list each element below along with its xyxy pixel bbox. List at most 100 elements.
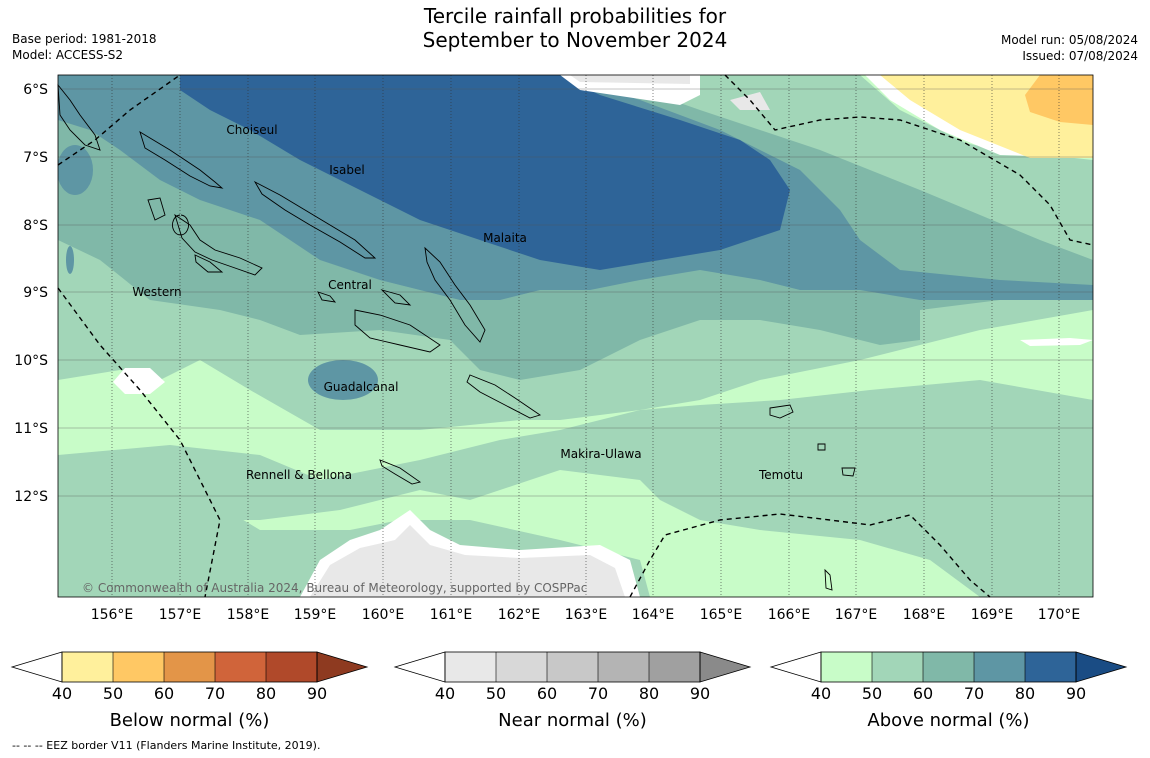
eez-border-line	[629, 513, 991, 598]
guadalcanal-island-outline	[354, 309, 441, 353]
colorbar-segment	[872, 652, 923, 682]
colorbar: 40 50 60 70 80 90 Below normal (%)	[10, 651, 369, 731]
small-island-outline	[841, 467, 856, 477]
region-label: Guadalcanal	[324, 380, 399, 394]
colorbar-segment	[1025, 652, 1076, 682]
eez-border-line	[724, 74, 1094, 246]
copyright-text: © Commonwealth of Australia 2024, Bureau…	[82, 581, 587, 595]
lon-axis-labels: 156°E 157°E 158°E 159°E 160°E 161°E 162°E 163°E…	[91, 607, 1081, 623]
lon-label: 170°E	[1038, 607, 1081, 623]
lat-label: 12°S	[14, 489, 48, 505]
makira-island-outline	[466, 374, 542, 419]
colorbar-tick-label: 40	[811, 684, 831, 703]
colorbar-tick-label: 60	[913, 684, 933, 703]
model-name: Model: ACCESS-S2	[12, 48, 124, 62]
lon-label: 163°E	[565, 607, 608, 623]
region-label: Makira-Ulawa	[560, 447, 641, 461]
colorbar-tick-label: 90	[690, 684, 710, 703]
model-run: Model run: 05/08/2024	[1000, 33, 1138, 47]
colorbar-high-extension	[316, 651, 369, 683]
western-island-outline	[174, 213, 263, 276]
lat-label: 9°S	[23, 285, 48, 301]
region-label: Choiseul	[226, 123, 277, 137]
lon-label: 159°E	[294, 607, 337, 623]
lon-label: 166°E	[768, 607, 811, 623]
colorbar-tick-label: 90	[307, 684, 327, 703]
colorbar-segment	[445, 652, 496, 682]
gridlines	[111, 75, 1060, 597]
lon-label: 167°E	[835, 607, 878, 623]
colorbar-tick-label: 50	[103, 684, 123, 703]
colorbar-title: Near normal (%)	[498, 710, 647, 731]
colorbar: 40 50 60 70 80 90 Near normal (%)	[393, 651, 752, 731]
colorbar-title: Above normal (%)	[867, 710, 1029, 731]
lon-label: 164°E	[632, 607, 675, 623]
colorbar-segment	[974, 652, 1025, 682]
small-island-outline	[380, 289, 412, 306]
small-island-outline	[194, 254, 224, 273]
colorbar-tick-label: 40	[52, 684, 72, 703]
region-label: Isabel	[329, 163, 364, 177]
colorbar-segment	[598, 652, 649, 682]
lat-axis-labels: 6°S 7°S 8°S 9°S 10°S 11°S 12°S	[14, 82, 48, 505]
colorbar-tick-label: 70	[964, 684, 984, 703]
colorbar-tick-label: 50	[486, 684, 506, 703]
colorbar-tick-label: 50	[862, 684, 882, 703]
colorbar-segment	[215, 652, 266, 682]
isabel-island-outline	[253, 180, 377, 259]
colorbar-title: Below normal (%)	[110, 710, 270, 731]
colorbar-segment	[496, 652, 547, 682]
colorbar-tick-label: 60	[154, 684, 174, 703]
colorbar-tick-label: 70	[205, 684, 225, 703]
meta-right: Model run: 05/08/2024 Issued: 07/08/2024	[1001, 32, 1138, 64]
region-label: Temotu	[758, 468, 803, 482]
lat-label: 8°S	[23, 218, 48, 234]
meta-left: Base period: 1981-2018 Model: ACCESS-S2	[12, 31, 157, 63]
bougainville-outline	[57, 83, 101, 151]
colorbar-segment	[164, 652, 215, 682]
colorbar-tick-label: 60	[537, 684, 557, 703]
colorbar-tick-label: 70	[588, 684, 608, 703]
colorbar-low-extension	[10, 651, 63, 683]
colorbar-tick-label: 80	[639, 684, 659, 703]
colorbar-segment	[923, 652, 974, 682]
region-labels: Choiseul Isabel Malaita Central Western Guada…	[132, 123, 803, 482]
lon-label: 169°E	[971, 607, 1014, 623]
colorbar-segment	[821, 652, 872, 682]
colorbar-low-extension	[393, 651, 446, 683]
colorbars: 40 50 60 70 80 90 Below normal (%) 40 50 60 70 80 90…	[10, 651, 1128, 731]
small-island-outline	[817, 443, 826, 451]
map-frame	[57, 74, 1094, 598]
lon-label: 158°E	[227, 607, 270, 623]
lon-label: 162°E	[498, 607, 541, 623]
colorbar-segment	[266, 652, 317, 682]
title-line-1: Tercile rainfall probabilities for	[423, 4, 727, 28]
small-island-outline	[172, 214, 189, 236]
small-island-outline	[824, 568, 833, 591]
colorbar-low-extension	[769, 651, 822, 683]
colorbar-tick-label: 80	[1015, 684, 1035, 703]
rennell-island-outline	[379, 459, 422, 485]
lon-label: 156°E	[91, 607, 134, 623]
colorbar-high-extension	[699, 651, 752, 683]
lat-label: 10°S	[14, 353, 48, 369]
lon-label: 161°E	[430, 607, 473, 623]
colorbar-tick-label: 80	[256, 684, 276, 703]
colorbar-high-extension	[1075, 651, 1128, 683]
malaita-island-outline	[424, 246, 486, 343]
colorbar-tick-label: 90	[1066, 684, 1086, 703]
colorbar: 40 50 60 70 80 90 Above normal (%)	[769, 651, 1128, 731]
colorbar-segment	[649, 652, 700, 682]
region-label: Central	[328, 278, 372, 292]
eez-border-line	[57, 74, 181, 166]
colorbar-segment	[547, 652, 598, 682]
colorbar-segment	[113, 652, 164, 682]
lon-label: 165°E	[700, 607, 743, 623]
small-island-outline	[769, 404, 794, 419]
colorbar-segment	[62, 652, 113, 682]
choiseul-island-outline	[139, 131, 224, 189]
region-label: Western	[132, 285, 181, 299]
chart-title: Tercile rainfall probabilities for Septe…	[0, 4, 1150, 52]
small-island-outline	[147, 197, 166, 221]
lon-label: 157°E	[159, 607, 202, 623]
